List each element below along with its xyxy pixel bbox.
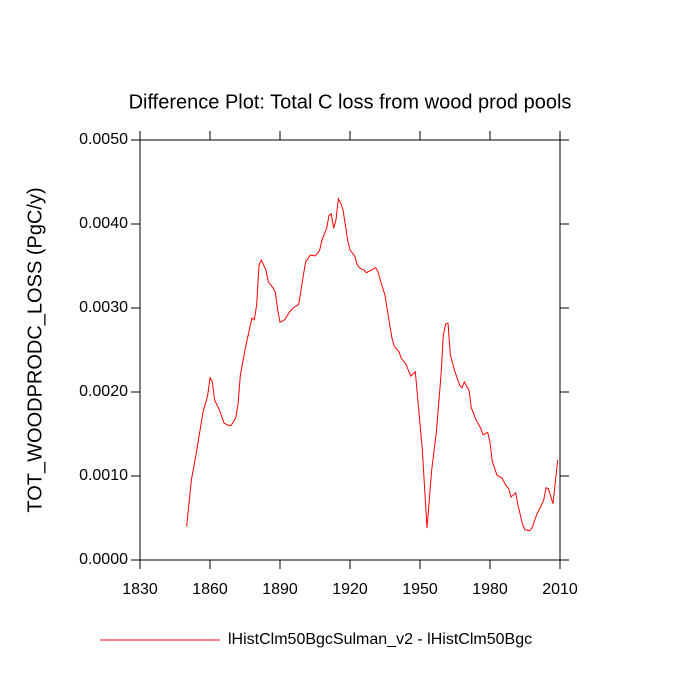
y-tick-label: 0.0010 (79, 467, 128, 484)
x-tick-label: 1860 (192, 581, 228, 598)
y-axis-label: TOT_WOODPRODC_LOSS (PgC/y) (24, 187, 46, 512)
y-tick-label: 0.0020 (79, 383, 128, 400)
y-tick-label: 0.0030 (79, 299, 128, 316)
x-tick-label: 1980 (472, 581, 508, 598)
x-tick-label: 2010 (542, 581, 578, 598)
x-tick-label: 1950 (402, 581, 438, 598)
x-tick-label: 1830 (122, 581, 158, 598)
y-tick-label: 0.0050 (79, 131, 128, 148)
chart-title: Difference Plot: Total C loss from wood … (129, 91, 572, 113)
x-tick-label: 1920 (332, 581, 368, 598)
y-tick-label: 0.0040 (79, 215, 128, 232)
x-tick-label: 1890 (262, 581, 298, 598)
y-tick-label: 0.0000 (79, 551, 128, 568)
data-line (186, 197, 559, 532)
legend-label: lHistClm50BgcSulman_v2 - lHistClm50Bgc (228, 631, 532, 648)
plot-frame (139, 139, 561, 561)
